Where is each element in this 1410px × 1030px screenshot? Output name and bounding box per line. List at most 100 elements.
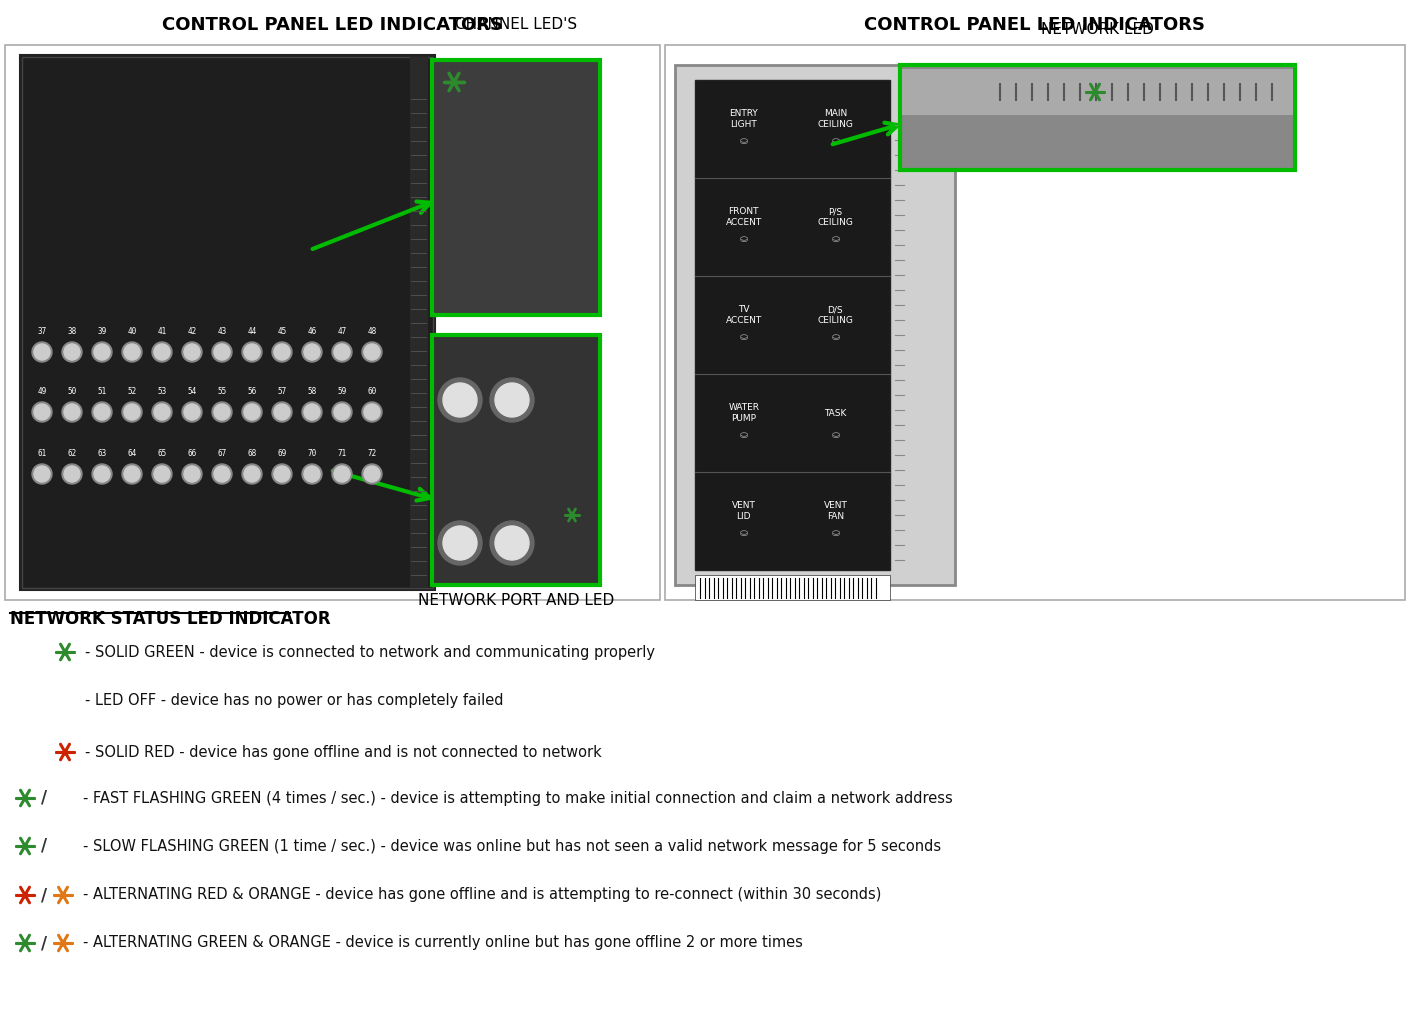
Circle shape — [34, 344, 49, 360]
Circle shape — [183, 404, 200, 420]
Text: 12: 12 — [477, 282, 489, 291]
Bar — [666, 45, 1404, 600]
Circle shape — [32, 342, 52, 362]
Circle shape — [63, 404, 80, 420]
Text: 5: 5 — [477, 149, 484, 159]
Circle shape — [362, 464, 382, 484]
Circle shape — [212, 402, 233, 422]
Circle shape — [62, 464, 82, 484]
Text: 65: 65 — [158, 449, 166, 458]
Circle shape — [305, 466, 320, 482]
Text: - ALTERNATING RED & ORANGE - device has gone offline and is attempting to re-con: - ALTERNATING RED & ORANGE - device has … — [83, 888, 881, 902]
Bar — [902, 69, 1293, 115]
Text: 55: 55 — [217, 387, 227, 396]
Text: /: / — [41, 789, 47, 806]
Text: - SLOW FLASHING GREEN (1 time / sec.) - device was online but has not seen a val: - SLOW FLASHING GREEN (1 time / sec.) - … — [83, 838, 940, 854]
Circle shape — [243, 342, 262, 362]
Text: 2: 2 — [477, 92, 484, 102]
Circle shape — [124, 404, 140, 420]
Bar — [431, 60, 601, 315]
Circle shape — [152, 464, 172, 484]
Text: 72: 72 — [492, 530, 515, 548]
Circle shape — [334, 344, 350, 360]
Text: NET PORT: NET PORT — [527, 401, 571, 410]
Bar — [695, 575, 890, 600]
Text: ⛀: ⛀ — [832, 234, 839, 244]
Circle shape — [124, 466, 140, 482]
Circle shape — [183, 466, 200, 482]
Text: 64: 64 — [127, 449, 137, 458]
Circle shape — [94, 466, 110, 482]
Bar — [431, 335, 601, 585]
Text: ⛀: ⛀ — [740, 136, 747, 146]
Text: WATER
PUMP: WATER PUMP — [728, 404, 759, 422]
Circle shape — [32, 464, 52, 484]
Circle shape — [305, 344, 320, 360]
Circle shape — [272, 464, 292, 484]
Text: 37: 37 — [38, 327, 47, 336]
Circle shape — [154, 404, 171, 420]
Circle shape — [212, 342, 233, 362]
Text: - ALTERNATING GREEN & ORANGE - device is currently online but has gone offline 2: - ALTERNATING GREEN & ORANGE - device is… — [83, 935, 802, 951]
Text: - SOLID GREEN - device is connected to network and communicating properly: - SOLID GREEN - device is connected to n… — [85, 645, 656, 659]
Text: VENT
LID: VENT LID — [732, 502, 756, 521]
Circle shape — [272, 402, 292, 422]
Text: 49: 49 — [38, 387, 47, 396]
Circle shape — [154, 466, 171, 482]
Circle shape — [123, 402, 142, 422]
Text: - SOLID RED - device has gone offline and is not connected to network: - SOLID RED - device has gone offline an… — [85, 745, 602, 759]
Circle shape — [491, 378, 534, 422]
Circle shape — [63, 466, 80, 482]
Circle shape — [274, 404, 290, 420]
Text: 63: 63 — [97, 449, 107, 458]
Text: 43: 43 — [217, 327, 227, 336]
Circle shape — [94, 404, 110, 420]
Circle shape — [495, 383, 529, 417]
Text: 40: 40 — [127, 327, 137, 336]
Circle shape — [92, 342, 111, 362]
Text: 57: 57 — [584, 497, 592, 504]
Text: ⛀: ⛀ — [740, 430, 747, 440]
Text: ⛀: ⛀ — [832, 332, 839, 342]
Circle shape — [154, 344, 171, 360]
Text: 72: 72 — [368, 449, 376, 458]
Circle shape — [243, 464, 262, 484]
Bar — [675, 65, 955, 585]
Circle shape — [439, 378, 482, 422]
Circle shape — [334, 404, 350, 420]
Text: TASK: TASK — [825, 409, 846, 417]
Circle shape — [272, 342, 292, 362]
Circle shape — [34, 466, 49, 482]
Circle shape — [331, 342, 352, 362]
Bar — [6, 45, 660, 600]
Circle shape — [274, 344, 290, 360]
Text: 47: 47 — [337, 327, 347, 336]
Bar — [410, 57, 429, 588]
Circle shape — [244, 344, 259, 360]
Text: P/S
CEILING: P/S CEILING — [818, 207, 853, 227]
Text: 38: 38 — [68, 327, 76, 336]
Circle shape — [183, 344, 200, 360]
Circle shape — [495, 526, 529, 560]
Text: 60: 60 — [368, 387, 376, 396]
Text: 69: 69 — [278, 449, 286, 458]
Circle shape — [244, 404, 259, 420]
Text: VENT
FAN: VENT FAN — [823, 502, 847, 521]
Text: D/S
CEILING: D/S CEILING — [818, 305, 853, 324]
Circle shape — [34, 404, 49, 420]
Text: 58: 58 — [307, 387, 317, 396]
Text: 50: 50 — [584, 379, 592, 385]
Text: 51: 51 — [97, 387, 107, 396]
Text: 68: 68 — [247, 449, 257, 458]
Circle shape — [302, 464, 321, 484]
Circle shape — [32, 402, 52, 422]
Text: 54: 54 — [584, 447, 592, 453]
Text: 59: 59 — [337, 387, 347, 396]
Text: 62: 62 — [68, 449, 76, 458]
Bar — [900, 65, 1294, 170]
Circle shape — [302, 342, 321, 362]
Text: 11: 11 — [477, 263, 489, 273]
Text: 52: 52 — [127, 387, 137, 396]
Text: 57: 57 — [278, 387, 286, 396]
Text: /: / — [41, 837, 47, 855]
